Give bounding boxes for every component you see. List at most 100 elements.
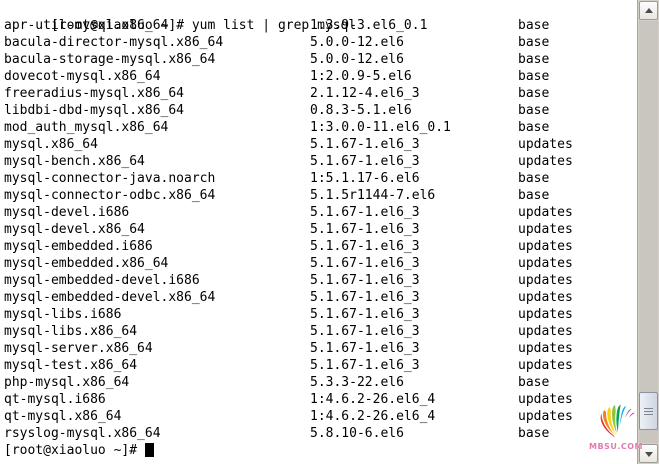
package-version: 1:3.0.0-11.el6_0.1	[310, 120, 451, 135]
package-repository: updates	[518, 290, 573, 305]
package-row: mysql-embedded.i686 5.1.67-1.el6_3 updates	[0, 238, 637, 255]
package-name: dovecot-mysql.x86_64	[4, 69, 161, 84]
package-repository: updates	[518, 324, 573, 339]
package-row: mysql-connector-odbc.x86_64 5.1.5r1144-7.…	[0, 187, 637, 204]
package-row: libdbi-dbd-mysql.x86_64 0.8.3-5.1.el6 base	[0, 102, 637, 119]
package-repository: base	[518, 188, 550, 203]
package-name: mysql-bench.x86_64	[4, 154, 145, 169]
scrollbar-thumb[interactable]	[639, 392, 658, 430]
package-version: 1:4.6.2-26.el6_4	[310, 409, 436, 424]
package-row: mysql-libs.x86_64 5.1.67-1.el6_3 updates	[0, 323, 637, 340]
package-version: 5.1.67-1.el6_3	[310, 239, 420, 254]
package-repository: updates	[518, 154, 573, 169]
scroll-up-button[interactable]	[639, 1, 658, 20]
package-repository: base	[518, 86, 550, 101]
package-row: freeradius-mysql.x86_64 2.1.12-4.el6_3 bas…	[0, 85, 637, 102]
package-version: 5.0.0-12.el6	[310, 52, 404, 67]
package-name: freeradius-mysql.x86_64	[4, 86, 185, 101]
package-repository: updates	[518, 273, 573, 288]
package-version: 5.1.67-1.el6_3	[310, 273, 420, 288]
package-version: 5.1.67-1.el6_3	[310, 341, 420, 356]
chevron-up-icon	[644, 7, 653, 13]
package-name: mysql-devel.i686	[4, 205, 130, 220]
final-prompt-line: [root@xiaoluo ~]#	[0, 442, 637, 459]
package-repository: updates	[518, 239, 573, 254]
package-version: 5.0.0-12.el6	[310, 35, 404, 50]
package-version: 5.3.3-22.el6	[310, 375, 404, 390]
package-row: bacula-storage-mysql.x86_64 5.0.0-12.el6 b…	[0, 51, 637, 68]
package-name: mysql-devel.x86_64	[4, 222, 145, 237]
text-cursor	[144, 443, 154, 457]
package-version: 1:4.6.2-26.el6_4	[310, 392, 436, 407]
package-repository: updates	[518, 392, 573, 407]
package-row: php-mysql.x86_64 5.3.3-22.el6 base	[0, 374, 637, 391]
package-repository: updates	[518, 137, 573, 152]
package-row: qt-mysql.i686 1:4.6.2-26.el6_4 updates	[0, 391, 637, 408]
package-name: qt-mysql.i686	[4, 392, 106, 407]
package-repository: base	[518, 18, 550, 33]
grip-line	[644, 408, 653, 409]
package-version: 5.1.67-1.el6_3	[310, 137, 420, 152]
package-version: 2.1.12-4.el6_3	[310, 86, 420, 101]
package-repository: updates	[518, 205, 573, 220]
package-name: bacula-director-mysql.x86_64	[4, 35, 224, 50]
package-row: mysql-libs.i686 5.1.67-1.el6_3 updates	[0, 306, 637, 323]
package-row: apr-util-mysql.x86_64 1.3.9-3.el6_0.1 base	[0, 17, 637, 34]
package-row: mysql-embedded.x86_64 5.1.67-1.el6_3 updat…	[0, 255, 637, 272]
terminal-output-area[interactable]: [root@xiaoluo ~]# yum list | grep mysql …	[0, 0, 637, 464]
package-row: mysql-server.x86_64 5.1.67-1.el6_3 updates	[0, 340, 637, 357]
package-name: mysql-libs.i686	[4, 307, 122, 322]
scrollbar-track[interactable]	[639, 21, 658, 443]
package-version: 5.1.67-1.el6_3	[310, 358, 420, 373]
package-name: mysql-libs.x86_64	[4, 324, 138, 339]
package-name: bacula-storage-mysql.x86_64	[4, 52, 216, 67]
package-repository: base	[518, 120, 550, 135]
package-name: mysql.x86_64	[4, 137, 98, 152]
package-name: mysql-embedded.x86_64	[4, 256, 169, 271]
package-version: 5.1.67-1.el6_3	[310, 205, 420, 220]
package-repository: updates	[518, 256, 573, 271]
package-name: mysql-server.x86_64	[4, 341, 153, 356]
package-version: 1:2.0.9-5.el6	[310, 69, 412, 84]
package-repository: updates	[518, 307, 573, 322]
package-row: qt-mysql.x86_64 1:4.6.2-26.el6_4 updates	[0, 408, 637, 425]
package-row: mysql-embedded-devel.i686 5.1.67-1.el6_3 u…	[0, 272, 637, 289]
package-row: mysql-devel.i686 5.1.67-1.el6_3 updates	[0, 204, 637, 221]
package-version: 5.8.10-6.el6	[310, 426, 404, 441]
package-version: 0.8.3-5.1.el6	[310, 103, 412, 118]
package-version: 1:5.1.17-6.el6	[310, 171, 420, 186]
grip-line	[644, 411, 653, 412]
package-row: mod_auth_mysql.x86_64 1:3.0.0-11.el6_0.1 b…	[0, 119, 637, 136]
package-row: mysql-connector-java.noarch 1:5.1.17-6.el…	[0, 170, 637, 187]
package-row: mysql-devel.x86_64 5.1.67-1.el6_3 updates	[0, 221, 637, 238]
package-repository: base	[518, 426, 550, 441]
package-name: mysql-connector-java.noarch	[4, 171, 216, 186]
package-repository: base	[518, 375, 550, 390]
vertical-scrollbar[interactable]	[637, 0, 659, 464]
package-version: 5.1.67-1.el6_3	[310, 290, 420, 305]
package-name: mysql-embedded-devel.i686	[4, 273, 200, 288]
package-repository: base	[518, 52, 550, 67]
package-name: libdbi-dbd-mysql.x86_64	[4, 103, 185, 118]
package-version: 5.1.67-1.el6_3	[310, 222, 420, 237]
package-row: mysql-bench.x86_64 5.1.67-1.el6_3 updates	[0, 153, 637, 170]
package-name: qt-mysql.x86_64	[4, 409, 122, 424]
package-row: rsyslog-mysql.x86_64 5.8.10-6.el6 base	[0, 425, 637, 442]
package-version: 5.1.67-1.el6_3	[310, 307, 420, 322]
shell-prompt: [root@xiaoluo ~]#	[4, 443, 145, 458]
package-name: mysql-connector-odbc.x86_64	[4, 188, 216, 203]
package-repository: updates	[518, 341, 573, 356]
package-version: 5.1.67-1.el6_3	[310, 324, 420, 339]
package-row: mysql-embedded-devel.x86_64 5.1.67-1.el6_…	[0, 289, 637, 306]
grip-line	[644, 414, 653, 415]
package-repository: base	[518, 171, 550, 186]
package-repository: base	[518, 103, 550, 118]
chevron-down-icon	[644, 451, 653, 457]
package-repository: updates	[518, 222, 573, 237]
command-text: [root@xiaoluo ~]# yum list | grep mysql	[50, 18, 357, 33]
package-name: mysql-embedded-devel.x86_64	[4, 290, 216, 305]
scroll-down-button[interactable]	[639, 444, 658, 463]
package-name: php-mysql.x86_64	[4, 375, 130, 390]
package-row: bacula-director-mysql.x86_64 5.0.0-12.el6…	[0, 34, 637, 51]
